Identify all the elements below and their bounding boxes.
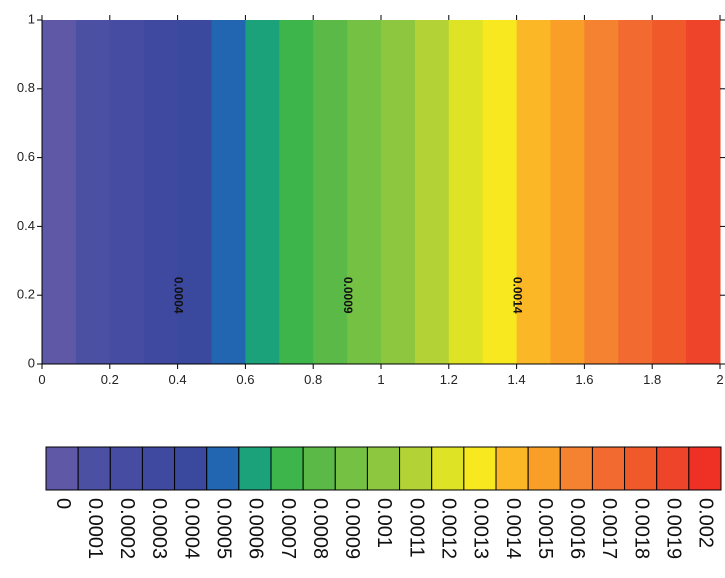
contour-label: 0.0004 bbox=[171, 277, 185, 314]
colorbar-cell bbox=[141, 446, 176, 491]
colorbar-label: 0.0019 bbox=[663, 498, 685, 559]
colorbar-cell bbox=[109, 446, 143, 491]
colorbar-label: 0.0006 bbox=[245, 498, 267, 559]
colorbar-cell bbox=[495, 446, 529, 491]
colorbar-label: 0.0009 bbox=[341, 498, 363, 559]
x-tick-label: 0.4 bbox=[169, 372, 187, 387]
y-tick-label: 0.6 bbox=[17, 149, 35, 164]
y-tick-label: 0.4 bbox=[17, 218, 35, 233]
contour-band bbox=[448, 20, 484, 364]
colorbar-cell bbox=[206, 446, 240, 491]
colorbar-label: 0.0015 bbox=[534, 498, 556, 559]
contour-band bbox=[618, 20, 653, 364]
colorbar-label: 0.0014 bbox=[502, 498, 524, 559]
x-tick-label: 0.2 bbox=[101, 372, 119, 387]
x-tick-label: 1.8 bbox=[643, 372, 661, 387]
contour-band bbox=[42, 20, 77, 364]
contour-band bbox=[414, 20, 450, 364]
colorbar-cell bbox=[591, 446, 626, 491]
contour-band bbox=[516, 20, 551, 364]
contour-band bbox=[686, 20, 721, 364]
colorbar-cell bbox=[77, 446, 111, 491]
colorbar-cell bbox=[463, 446, 497, 491]
colorbar-label: 0.0002 bbox=[116, 498, 138, 559]
colorbar-cell bbox=[431, 446, 465, 491]
contour-band bbox=[482, 20, 518, 364]
y-tick-label: 0.8 bbox=[17, 80, 35, 95]
colorbar-cell bbox=[366, 446, 401, 491]
colorbar-cell bbox=[656, 446, 690, 491]
colorbar-cell bbox=[302, 446, 336, 491]
x-tick-label: 1.4 bbox=[508, 372, 526, 387]
x-tick-label: 0.8 bbox=[304, 372, 322, 387]
x-tick-label: 0 bbox=[38, 372, 45, 387]
x-tick-label: 2 bbox=[716, 372, 723, 387]
colorbar-label: 0.002 bbox=[695, 498, 717, 548]
contour-band bbox=[75, 20, 111, 364]
colorbar-label: 0.0012 bbox=[438, 498, 460, 559]
x-tick-label: 0.6 bbox=[236, 372, 254, 387]
colorbar-cell bbox=[527, 446, 561, 491]
colorbar-label: 0.0008 bbox=[309, 498, 331, 559]
x-tick-label: 1.6 bbox=[575, 372, 593, 387]
colorbar-label: 0 bbox=[52, 498, 74, 509]
contour-band bbox=[177, 20, 212, 364]
contour-band bbox=[313, 20, 348, 364]
colorbar-label: 0.0001 bbox=[84, 498, 106, 559]
colorbar-label: 0.0004 bbox=[180, 498, 202, 559]
contour-band bbox=[652, 20, 687, 364]
contour-band bbox=[245, 20, 280, 364]
y-tick-label: 0.2 bbox=[17, 287, 35, 302]
colorbar-cell bbox=[270, 446, 304, 491]
y-tick-label: 0 bbox=[28, 355, 35, 370]
colorbar-cell bbox=[334, 446, 368, 491]
contour-band bbox=[143, 20, 179, 364]
contour-label: 0.0014 bbox=[510, 277, 524, 314]
colorbar-label: 0.0011 bbox=[405, 498, 427, 558]
colorbar-cell bbox=[174, 446, 208, 491]
colorbar-label: 0.0016 bbox=[566, 498, 588, 559]
colorbar-label: 0.0005 bbox=[213, 498, 235, 559]
colorbar-label: 0.0018 bbox=[630, 498, 652, 559]
colorbar-label: 0.0007 bbox=[277, 498, 299, 559]
colorbar-cell bbox=[559, 446, 593, 491]
contour-label: 0.0009 bbox=[341, 277, 355, 314]
colorbar-cell bbox=[45, 446, 79, 491]
y-tick-label: 1 bbox=[28, 11, 35, 26]
colorbar-label: 0.001 bbox=[373, 498, 395, 548]
x-tick-label: 1 bbox=[377, 372, 384, 387]
contour-band bbox=[584, 20, 619, 364]
colorbar-cell bbox=[624, 446, 658, 491]
colorbar-cell bbox=[688, 446, 722, 491]
contour-band bbox=[381, 20, 416, 364]
contour-band bbox=[347, 20, 382, 364]
contour-band bbox=[109, 20, 145, 364]
x-tick-label: 1.2 bbox=[440, 372, 458, 387]
colorbar-cell bbox=[399, 446, 433, 491]
colorbar-label: 0.0003 bbox=[148, 498, 170, 559]
colorbar-label: 0.0013 bbox=[470, 498, 492, 559]
contour-band bbox=[211, 20, 246, 364]
colorbar-cell bbox=[238, 446, 272, 491]
contour-band bbox=[550, 20, 585, 364]
contour-band bbox=[279, 20, 314, 364]
colorbar-label: 0.0017 bbox=[598, 498, 620, 559]
